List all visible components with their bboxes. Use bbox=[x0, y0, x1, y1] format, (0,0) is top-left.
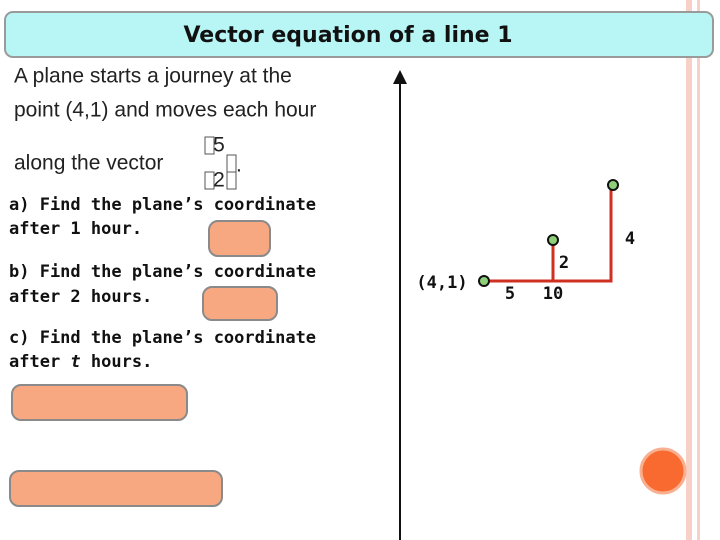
step-label: 10 bbox=[543, 284, 563, 304]
text: after bbox=[9, 352, 70, 372]
question-line: after 1 hour. bbox=[9, 219, 142, 239]
step-label: 2 bbox=[559, 253, 569, 273]
intro-line: A plane starts a journey at the bbox=[14, 65, 292, 88]
route bbox=[484, 186, 613, 283]
point bbox=[478, 275, 490, 287]
title-box bbox=[4, 11, 714, 58]
answer-box[interactable] bbox=[9, 470, 223, 507]
point bbox=[607, 179, 619, 191]
question-line: b) Find the plane’s coordinate bbox=[9, 262, 316, 282]
bracket-glyph bbox=[204, 171, 215, 190]
variable: t bbox=[70, 352, 80, 372]
question-line: after t hours. bbox=[9, 352, 152, 372]
text: hours. bbox=[81, 352, 153, 372]
vector-top: 5 bbox=[213, 134, 225, 157]
stripe bbox=[697, 0, 700, 540]
stripe bbox=[686, 0, 692, 540]
bracket-glyph bbox=[226, 154, 237, 173]
axis-arrow bbox=[393, 70, 407, 84]
answer-box[interactable] bbox=[208, 220, 271, 257]
intro-line: point (4,1) and moves each hour bbox=[14, 99, 316, 122]
bracket-glyph bbox=[226, 171, 237, 190]
point bbox=[547, 234, 559, 246]
nav-button[interactable] bbox=[639, 447, 687, 495]
question-line: a) Find the plane’s coordinate bbox=[9, 195, 316, 215]
vector-bottom: 2 bbox=[213, 169, 225, 192]
intro-line: along the vector bbox=[14, 152, 163, 175]
question-line: after 2 hours. bbox=[9, 287, 152, 307]
question-line: c) Find the plane’s coordinate bbox=[9, 328, 316, 348]
bracket-glyph bbox=[204, 136, 215, 155]
intro-end: . bbox=[236, 154, 242, 177]
answer-box[interactable] bbox=[202, 286, 278, 321]
step-label: 4 bbox=[625, 229, 635, 249]
title: Vector equation of a line 1 bbox=[183, 23, 512, 48]
answer-box[interactable] bbox=[11, 384, 188, 421]
point-label: (4,1) bbox=[416, 273, 467, 293]
step-label: 5 bbox=[505, 284, 515, 304]
